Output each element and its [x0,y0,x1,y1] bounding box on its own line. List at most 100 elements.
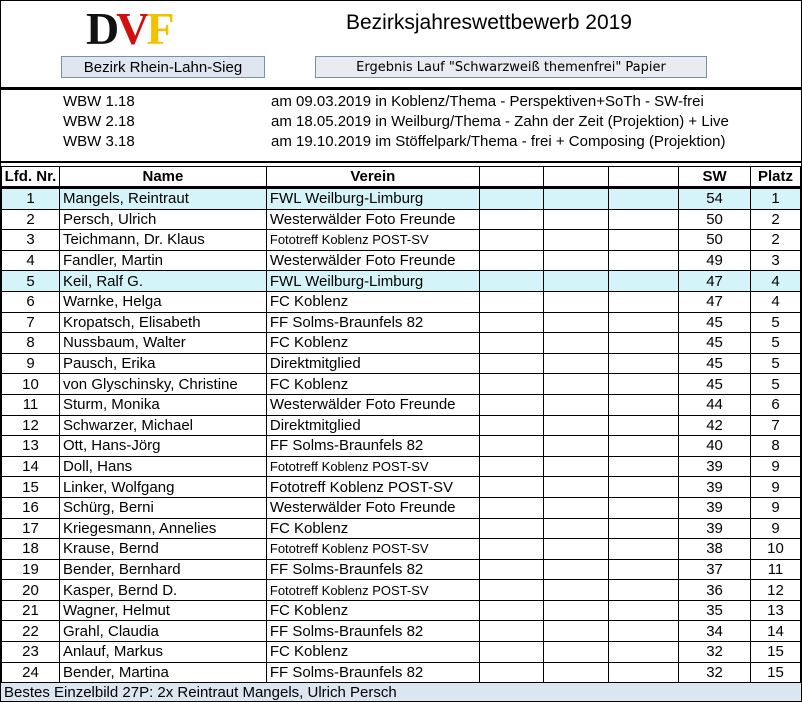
club-name: Westerwälder Foto Freunde [265,208,480,231]
empty-cell [478,352,544,375]
column-header: Name [58,166,267,189]
empty-cell [478,661,544,684]
empty-cell [542,579,610,601]
empty-cell [608,538,680,560]
empty-cell [608,229,680,251]
sw-points: 47 [678,270,751,292]
result-button[interactable]: Ergebnis Lauf "Schwarzweiß themenfrei" P… [315,56,707,78]
row-number: 9 [1,352,60,375]
empty-cell [542,393,610,416]
club-name: Westerwälder Foto Freunde [265,496,480,519]
empty-cell [478,476,544,498]
participant-name: Wagner, Helmut [58,599,267,622]
sw-points: 42 [678,414,751,437]
table-row: 11 Sturm, Monika Westerwälder Foto Freun… [1,393,801,416]
empty-cell [542,538,610,560]
row-number: 21 [1,599,60,622]
sw-points: 44 [678,393,751,416]
row-number: 16 [1,496,60,519]
row-number: 12 [1,414,60,437]
placement: 15 [749,661,801,684]
club-name: FC Koblenz [265,599,480,622]
table-row: 19 Bender, Bernhard FF Solms-Braunfels 8… [1,558,801,581]
club-name: Direktmitglied [265,352,480,375]
placement: 13 [749,599,801,622]
participant-name: Sturm, Monika [58,393,267,416]
placement: 15 [749,641,801,663]
row-number: 19 [1,558,60,581]
row-number: 18 [1,538,60,560]
sw-points: 39 [678,496,751,519]
sw-points: 36 [678,579,751,601]
empty-cell [478,373,544,395]
empty-cell [608,599,680,622]
placement: 9 [749,455,801,478]
placement: 5 [749,311,801,334]
competition-description: am 19.10.2019 im Stöffelpark/Thema - fre… [271,133,726,150]
table-row: 20 Kasper, Bernd D. Fototreff Koblenz PO… [1,579,801,601]
table-row: 4 Fandler, Martin Westerwälder Foto Freu… [1,249,801,272]
participant-name: Anlauf, Markus [58,641,267,663]
sw-points: 50 [678,229,751,251]
sw-points: 45 [678,373,751,395]
empty-cell [608,208,680,231]
divider [1,87,801,90]
placement: 5 [749,332,801,354]
district-button[interactable]: Bezirk Rhein-Lahn-Sieg [61,56,265,78]
placement: 9 [749,517,801,540]
empty-cell [542,455,610,478]
sw-points: 47 [678,290,751,313]
empty-cell [478,538,544,560]
empty-cell [542,270,610,292]
row-number: 4 [1,249,60,272]
empty-cell [608,414,680,437]
table-row: 8 Nussbaum, Walter FC Koblenz 45 5 [1,332,801,354]
participant-name: Schwarzer, Michael [58,414,267,437]
placement: 1 [749,187,801,210]
empty-cell [542,496,610,519]
column-header [608,166,680,189]
empty-cell [542,187,610,210]
results-table: Lfd. Nr. Name Verein SW Platz 1 Mangels, Rei… [1,166,801,684]
placement: 6 [749,393,801,416]
club-name: FC Koblenz [265,332,480,354]
row-number: 20 [1,579,60,601]
row-number: 3 [1,229,60,251]
participant-name: Grahl, Claudia [58,620,267,643]
empty-cell [608,249,680,272]
empty-cell [478,270,544,292]
placement: 4 [749,290,801,313]
sw-points: 37 [678,558,751,581]
empty-cell [542,599,610,622]
table-row: 14 Doll, Hans Fototreff Koblenz POST-SV … [1,455,801,478]
table-row: 9 Pausch, Erika Direktmitglied 45 5 [1,352,801,375]
row-number: 6 [1,290,60,313]
sw-points: 32 [678,661,751,684]
competition-code: WBW 2.18 [63,113,135,130]
column-header: SW [678,166,751,189]
divider [1,161,801,163]
placement: 7 [749,414,801,437]
table-row: 5 Keil, Ralf G. FWL Weilburg-Limburg 47 … [1,270,801,292]
table-row: 15 Linker, Wolfgang Fototreff Koblenz PO… [1,476,801,498]
sw-points: 50 [678,208,751,231]
competition-description: am 09.03.2019 in Koblenz/Thema - Perspek… [271,93,704,110]
row-number: 17 [1,517,60,540]
row-number: 24 [1,661,60,684]
column-header: Platz [749,166,801,189]
table-row: 7 Kropatsch, Elisabeth FF Solms-Braunfel… [1,311,801,334]
empty-cell [478,208,544,231]
placement: 5 [749,352,801,375]
competition-description: am 18.05.2019 in Weilburg/Thema - Zahn d… [271,113,729,130]
empty-cell [608,620,680,643]
empty-cell [478,641,544,663]
club-name: FF Solms-Braunfels 82 [265,620,480,643]
placement: 3 [749,249,801,272]
participant-name: Bender, Bernhard [58,558,267,581]
sw-points: 35 [678,599,751,622]
column-header: Verein [265,166,480,189]
dvf-logo: DVF [86,3,175,54]
competition-code: WBW 1.18 [63,93,135,110]
empty-cell [542,352,610,375]
club-name: Fototreff Koblenz POST-SV [265,476,480,498]
